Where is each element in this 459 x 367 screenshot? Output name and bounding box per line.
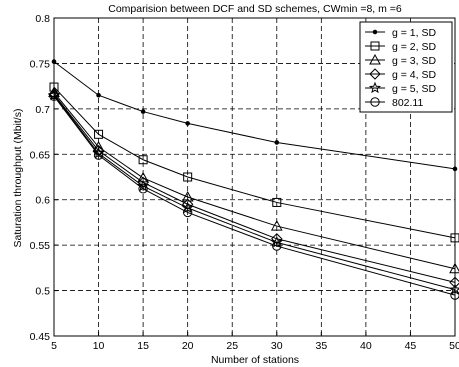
diamond-marker [137, 176, 149, 189]
axis-ticks: 5 10 15 20 25 30 35 40 45 50 0.45 0.5 0.55 0.6 0.65 0.7… [30, 13, 459, 352]
legend-label: g = 3, SD [392, 55, 436, 67]
legend-label: g = 1, SD [392, 27, 436, 39]
series-lines [47, 59, 459, 300]
diamond-marker [271, 233, 283, 245]
plot-area-frame [53, 17, 456, 337]
series-line [53, 95, 456, 296]
y-tick-label: 0.8 [35, 13, 50, 25]
x-tick-label: 25 [226, 340, 238, 352]
legend-label: 802.11 [392, 97, 423, 109]
circle-marker [182, 207, 193, 218]
triangle-marker [369, 53, 381, 65]
series-line [53, 86, 456, 239]
square-marker [94, 129, 104, 139]
circle-marker [272, 241, 282, 251]
series-line [53, 94, 456, 291]
star-marker [181, 201, 194, 214]
triangle-marker [181, 190, 194, 202]
y-tick-label: 0.5 [35, 286, 50, 298]
x-tick-label: 5 [51, 340, 57, 352]
square-marker [272, 197, 282, 207]
dot-marker [185, 121, 190, 126]
y-axis-label: Saturation throughput (Mbit/s) [12, 109, 24, 248]
x-tick-label: 10 [93, 340, 105, 352]
dot-marker [96, 92, 101, 98]
x-tick-label: 35 [315, 340, 327, 352]
y-tick-label: 0.45 [30, 331, 51, 343]
x-tick-label: 40 [360, 340, 372, 352]
legend: g = 1, SD g = 2, SD g = 3, SD g = 4, SD g = … [359, 21, 453, 113]
square-marker [183, 172, 193, 182]
series-line [53, 94, 456, 283]
circle-marker [93, 150, 104, 160]
x-axis-label: Number of stations [211, 354, 299, 366]
y-tick-label: 0.55 [30, 240, 51, 252]
legend-box [359, 21, 453, 113]
legend-label: g = 2, SD [392, 41, 436, 53]
star-marker [368, 81, 382, 94]
legend-entry: g = 4, SD [365, 68, 436, 81]
circle-marker [370, 97, 380, 107]
dot-marker [372, 29, 378, 35]
series-line [53, 92, 456, 270]
diamond-marker [181, 198, 194, 210]
legend-entry: g = 1, SD [365, 27, 436, 39]
series-line [53, 61, 456, 170]
legend-entry: g = 5, SD [365, 81, 436, 95]
x-tick-label: 15 [137, 340, 149, 352]
chart-title: Comparision between DCF and SD schemes, … [108, 3, 402, 15]
x-tick-label: 50 [449, 340, 459, 352]
y-tick-label: 0.7 [35, 104, 50, 116]
x-tick-label: 30 [271, 340, 283, 352]
square-marker [138, 155, 148, 165]
dot-marker [140, 109, 146, 114]
legend-entry: 802.11 [365, 97, 423, 109]
triangle-marker [270, 220, 283, 231]
dot-marker [274, 140, 280, 145]
diamond-marker [369, 68, 381, 80]
circle-marker [138, 184, 148, 194]
series-dot [51, 59, 458, 172]
square-marker [370, 41, 380, 51]
legend-label: g = 5, SD [392, 83, 436, 95]
series-diamond [48, 88, 459, 289]
series-star [47, 88, 459, 295]
x-tick-label: 20 [182, 340, 194, 352]
legend-label: g = 4, SD [392, 69, 436, 81]
legend-entry: g = 3, SD [365, 53, 436, 67]
x-tick-label: 45 [405, 340, 417, 352]
legend-entry: g = 2, SD [365, 41, 436, 53]
star-marker [270, 236, 283, 248]
y-tick-label: 0.65 [30, 149, 51, 161]
y-tick-label: 0.6 [35, 195, 50, 207]
y-tick-label: 0.75 [30, 58, 51, 70]
